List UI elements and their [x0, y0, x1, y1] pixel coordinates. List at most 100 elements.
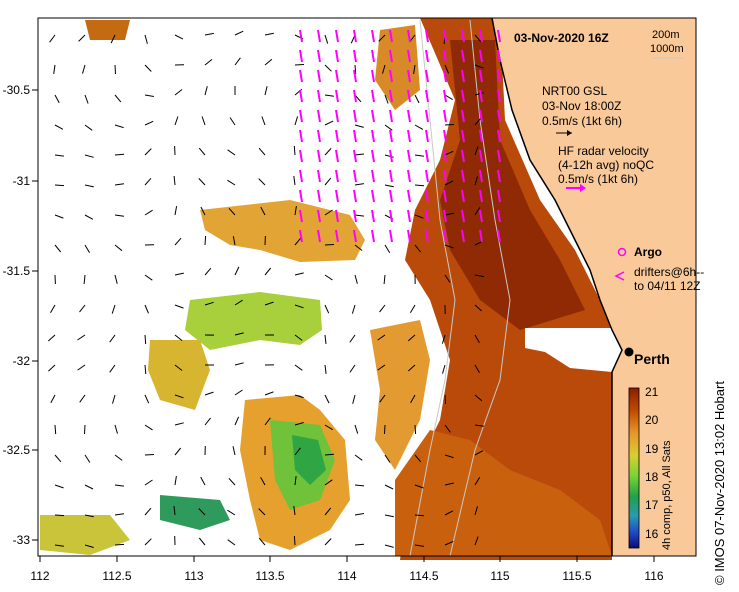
argo-label: Argo: [634, 245, 662, 259]
current-vector: [234, 57, 241, 66]
current-vector: [227, 539, 236, 546]
current-vector: [410, 394, 416, 404]
current-vector: [444, 180, 454, 186]
current-vector: [294, 304, 304, 309]
argo-marker-icon: [617, 247, 627, 257]
current-vector: [144, 94, 154, 97]
radar-vector: [353, 169, 357, 183]
current-vector: [354, 64, 357, 75]
current-vector: [204, 235, 207, 246]
current-vector: [379, 394, 386, 403]
radar-vector: [353, 89, 357, 103]
current-vector: [228, 207, 236, 216]
current-vector: [174, 422, 184, 426]
drifter-marker-icon: [614, 271, 625, 281]
radar-vector: [371, 129, 375, 143]
radar-vector: [443, 149, 447, 163]
radar-vector: [479, 209, 483, 223]
current-vector: [114, 124, 124, 129]
current-vector: [50, 394, 56, 404]
radar-vector: [443, 129, 447, 143]
current-vector: [294, 334, 303, 341]
radar-vectors: [299, 29, 501, 243]
current-vector: [49, 34, 56, 43]
current-vector: [84, 214, 94, 220]
x-axis: 112 112.5 113 113.5 114 114.5 115 115.5 …: [30, 556, 664, 583]
current-vector: [258, 178, 266, 186]
radar-vector: [371, 169, 375, 183]
current-vector: [474, 304, 483, 312]
current-vector: [109, 334, 116, 343]
current-vector: [474, 176, 478, 186]
current-vector: [198, 147, 206, 156]
radar-vector: [443, 89, 447, 103]
current-vector: [114, 214, 124, 217]
current-vector: [444, 124, 455, 126]
current-vector: [444, 150, 454, 156]
radar-vector: [425, 129, 429, 143]
current-vector: [174, 34, 184, 40]
radar-vector: [389, 89, 393, 103]
current-vector: [414, 154, 424, 157]
current-vector: [384, 124, 393, 131]
radar-vector: [299, 189, 303, 203]
current-vector: [444, 454, 454, 459]
radar-vector: [299, 69, 303, 83]
y-tick-label: -32.5: [3, 443, 31, 457]
current-vector: [204, 301, 214, 306]
radar-vector: [443, 109, 447, 123]
current-vector: [264, 417, 271, 426]
current-vector: [384, 244, 391, 253]
x-tick-label: 113.5: [255, 569, 284, 583]
current-vector: [174, 476, 177, 486]
radar-vector: [443, 169, 447, 183]
current-vector: [414, 544, 424, 547]
current-vector: [354, 454, 363, 461]
current-vector: [354, 484, 365, 487]
current-vector: [144, 209, 153, 216]
current-vector: [324, 538, 332, 546]
current-vector: [198, 178, 206, 186]
radar-vector: [353, 49, 357, 63]
current-vector: [144, 177, 152, 186]
current-vector: [54, 424, 57, 435]
current-vector: [444, 482, 454, 486]
current-vector: [324, 364, 327, 374]
current-vector: [441, 334, 446, 344]
current-vector: [84, 424, 86, 435]
radar-vector: [425, 109, 429, 123]
radar-vector: [461, 69, 465, 83]
x-tick-label: 112.5: [102, 569, 131, 583]
y-tick-label: -31.5: [3, 264, 31, 278]
current-vector: [264, 86, 268, 96]
radar-vector: [353, 129, 357, 143]
radar-vector: [317, 209, 321, 223]
radar-vector: [335, 149, 339, 163]
radar-vector: [335, 49, 339, 63]
current-vector: [294, 422, 304, 426]
current-vector: [261, 116, 266, 126]
radar-vector: [389, 189, 393, 203]
radar-vector: [335, 109, 339, 123]
current-vector: [204, 59, 213, 66]
radar-vector: [479, 29, 483, 43]
radar-vector: [335, 169, 339, 183]
radar-vector: [371, 49, 375, 63]
current-vector: [474, 424, 484, 427]
radar-vector: [479, 129, 483, 143]
radar-vector: [425, 49, 429, 63]
radar-vector: [407, 149, 411, 163]
current-vector: [84, 94, 89, 104]
current-vector: [384, 454, 391, 463]
current-vector: [54, 94, 60, 104]
current-vector: [293, 506, 296, 516]
radar-vector: [335, 129, 339, 143]
current-vector: [384, 544, 394, 548]
current-vector: [444, 274, 451, 283]
current-vector: [84, 244, 91, 253]
current-legend-arrow-icon: [556, 130, 572, 136]
radar-vector: [479, 189, 483, 203]
radar-vector: [389, 129, 393, 143]
current-vector: [84, 454, 91, 463]
current-vector: [258, 147, 266, 156]
